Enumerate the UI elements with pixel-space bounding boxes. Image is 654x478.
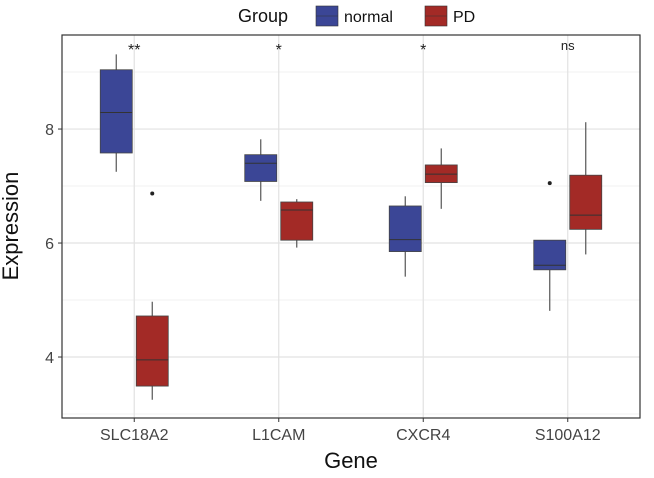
significance-label: ** xyxy=(128,42,140,59)
box-iqr xyxy=(99,69,133,154)
boxes xyxy=(99,54,603,400)
x-tick-label: L1CAM xyxy=(252,427,305,444)
legend-title: Group xyxy=(238,6,288,26)
legend-label-normal: normal xyxy=(344,9,393,26)
plot-border xyxy=(61,34,641,419)
y-axis-ticks: 4 6 8 xyxy=(45,122,62,367)
legend-label-pd: PD xyxy=(453,9,475,26)
box-normal-SLC18A2 xyxy=(99,54,133,172)
significance-label: * xyxy=(420,42,426,59)
box-normal-L1CAM xyxy=(244,139,278,201)
significance-labels: ** * * ns xyxy=(128,38,575,59)
box-iqr xyxy=(388,205,422,252)
box-PD-CXCR4 xyxy=(424,148,458,209)
outlier-point xyxy=(547,181,552,186)
x-tick-label: CXCR4 xyxy=(396,427,450,444)
box-iqr xyxy=(569,174,603,230)
box-PD-L1CAM xyxy=(280,199,314,248)
significance-label: ns xyxy=(561,38,575,53)
box-normal-S100A12 xyxy=(533,181,567,311)
y-tick-label: 6 xyxy=(45,236,54,253)
y-tick-label: 4 xyxy=(45,350,54,367)
x-axis-ticks: SLC18A2 L1CAM CXCR4 S100A12 xyxy=(100,418,601,444)
box-PD-SLC18A2 xyxy=(135,191,169,400)
box-iqr xyxy=(135,315,169,387)
x-axis-label: Gene xyxy=(324,448,378,473)
y-tick-label: 8 xyxy=(45,122,54,139)
box-normal-CXCR4 xyxy=(388,196,422,277)
x-tick-label: S100A12 xyxy=(535,427,601,444)
box-iqr xyxy=(244,154,278,182)
grid-lines xyxy=(62,35,640,418)
legend: Group normal PD xyxy=(238,5,475,27)
box-iqr xyxy=(280,201,314,241)
x-tick-label: SLC18A2 xyxy=(100,427,169,444)
significance-label: * xyxy=(276,42,282,59)
box-PD-S100A12 xyxy=(569,122,603,255)
y-axis-label: Expression xyxy=(0,172,23,281)
outlier-point xyxy=(150,191,155,196)
